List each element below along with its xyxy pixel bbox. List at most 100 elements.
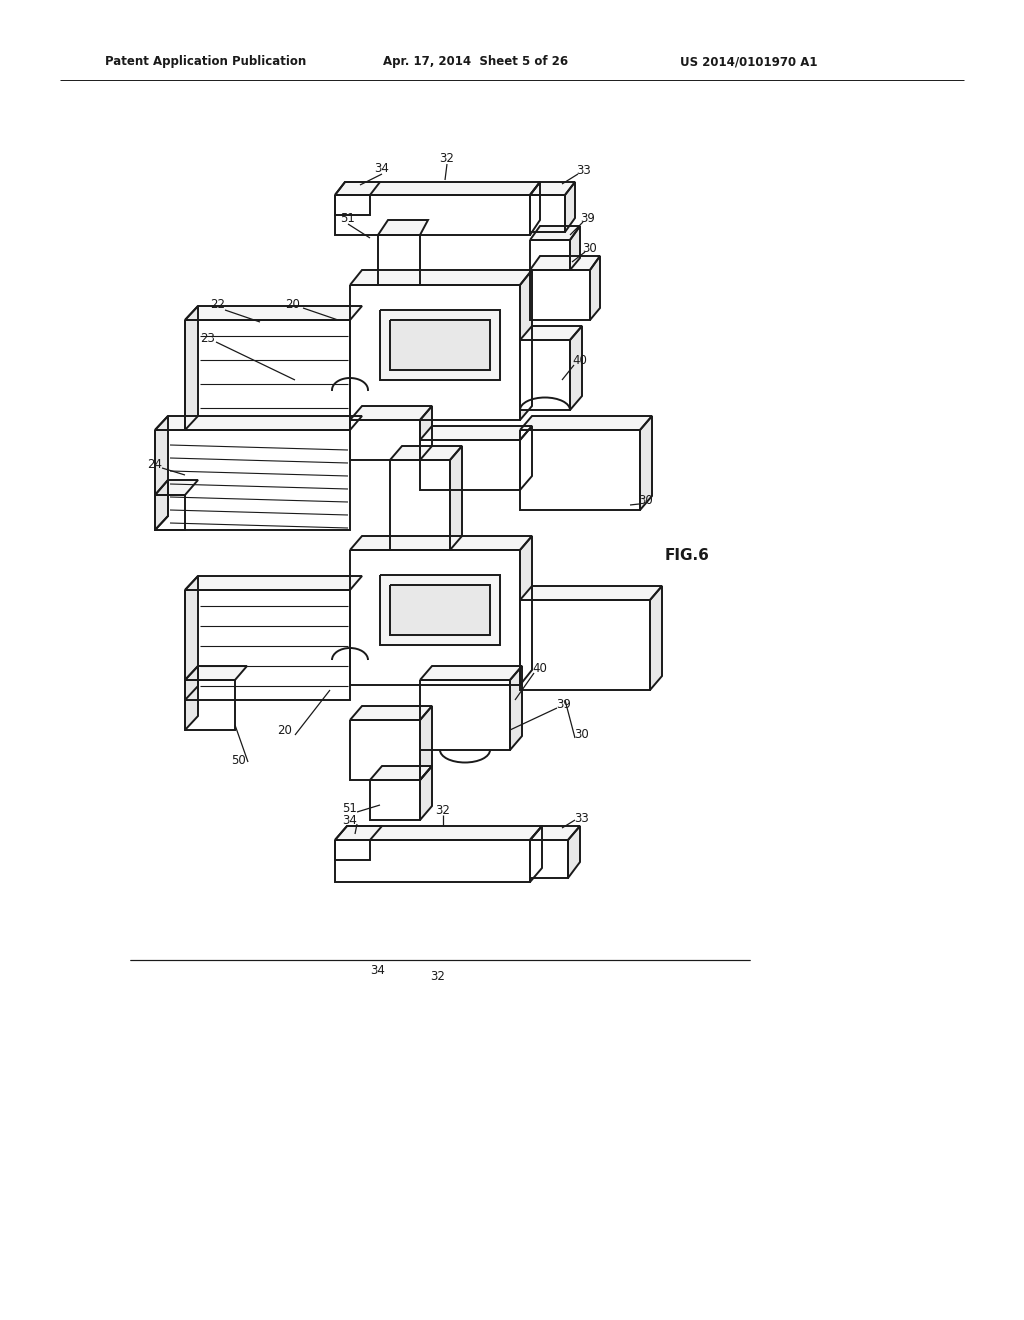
Polygon shape bbox=[520, 416, 652, 430]
Polygon shape bbox=[185, 576, 362, 590]
Polygon shape bbox=[380, 576, 500, 645]
Text: 34: 34 bbox=[375, 161, 389, 174]
Text: 30: 30 bbox=[583, 242, 597, 255]
Polygon shape bbox=[185, 319, 350, 430]
Polygon shape bbox=[530, 226, 580, 240]
Text: 39: 39 bbox=[581, 211, 595, 224]
Polygon shape bbox=[530, 240, 570, 271]
Polygon shape bbox=[420, 407, 432, 459]
Polygon shape bbox=[370, 766, 432, 780]
Text: Apr. 17, 2014  Sheet 5 of 26: Apr. 17, 2014 Sheet 5 of 26 bbox=[383, 55, 568, 69]
Polygon shape bbox=[390, 319, 490, 370]
Polygon shape bbox=[380, 310, 500, 380]
Text: 30: 30 bbox=[639, 494, 653, 507]
Text: US 2014/0101970 A1: US 2014/0101970 A1 bbox=[680, 55, 817, 69]
Polygon shape bbox=[520, 326, 582, 341]
Text: Patent Application Publication: Patent Application Publication bbox=[105, 55, 306, 69]
Polygon shape bbox=[350, 407, 432, 420]
Polygon shape bbox=[520, 426, 532, 490]
Text: 32: 32 bbox=[430, 970, 445, 983]
Polygon shape bbox=[568, 826, 580, 878]
Polygon shape bbox=[370, 780, 420, 820]
Polygon shape bbox=[390, 585, 490, 635]
Text: 40: 40 bbox=[532, 661, 548, 675]
Polygon shape bbox=[420, 667, 522, 680]
Polygon shape bbox=[185, 306, 198, 430]
Polygon shape bbox=[350, 536, 532, 550]
Polygon shape bbox=[650, 586, 662, 690]
Text: 51: 51 bbox=[343, 801, 357, 814]
Text: 22: 22 bbox=[211, 298, 225, 312]
Polygon shape bbox=[335, 195, 370, 215]
Polygon shape bbox=[390, 446, 462, 459]
Polygon shape bbox=[350, 420, 420, 459]
Polygon shape bbox=[520, 341, 570, 411]
Polygon shape bbox=[590, 256, 600, 319]
Polygon shape bbox=[565, 182, 575, 232]
Polygon shape bbox=[520, 430, 640, 510]
Polygon shape bbox=[185, 667, 198, 730]
Polygon shape bbox=[530, 271, 590, 319]
Text: 23: 23 bbox=[201, 331, 215, 345]
Polygon shape bbox=[155, 480, 198, 495]
Polygon shape bbox=[185, 680, 234, 730]
Polygon shape bbox=[530, 182, 540, 235]
Polygon shape bbox=[390, 459, 450, 550]
Polygon shape bbox=[155, 495, 185, 531]
Polygon shape bbox=[530, 840, 568, 878]
Text: 30: 30 bbox=[574, 729, 590, 742]
Text: 24: 24 bbox=[147, 458, 163, 471]
Text: 34: 34 bbox=[343, 813, 357, 826]
Polygon shape bbox=[155, 416, 168, 531]
Polygon shape bbox=[350, 719, 420, 780]
Text: 34: 34 bbox=[371, 964, 385, 977]
Polygon shape bbox=[520, 586, 662, 601]
Polygon shape bbox=[185, 306, 362, 319]
Polygon shape bbox=[155, 480, 168, 531]
Polygon shape bbox=[530, 182, 575, 195]
Polygon shape bbox=[450, 446, 462, 550]
Polygon shape bbox=[335, 840, 530, 882]
Polygon shape bbox=[420, 706, 432, 780]
Text: 32: 32 bbox=[439, 152, 455, 165]
Text: 40: 40 bbox=[572, 354, 588, 367]
Polygon shape bbox=[155, 416, 362, 430]
Polygon shape bbox=[335, 182, 380, 195]
Polygon shape bbox=[335, 182, 540, 195]
Polygon shape bbox=[185, 576, 198, 700]
Polygon shape bbox=[378, 235, 420, 285]
Polygon shape bbox=[420, 680, 510, 750]
Polygon shape bbox=[335, 195, 530, 235]
Polygon shape bbox=[185, 590, 350, 700]
Text: FIG.6: FIG.6 bbox=[665, 548, 710, 562]
Polygon shape bbox=[420, 440, 520, 490]
Text: 33: 33 bbox=[577, 164, 592, 177]
Text: 50: 50 bbox=[230, 754, 246, 767]
Polygon shape bbox=[530, 195, 565, 232]
Polygon shape bbox=[420, 766, 432, 820]
Polygon shape bbox=[420, 426, 532, 440]
Polygon shape bbox=[570, 326, 582, 411]
Polygon shape bbox=[520, 536, 532, 685]
Polygon shape bbox=[350, 271, 532, 285]
Polygon shape bbox=[350, 285, 520, 420]
Polygon shape bbox=[335, 840, 370, 861]
Text: 32: 32 bbox=[435, 804, 451, 817]
Polygon shape bbox=[335, 826, 542, 840]
Polygon shape bbox=[530, 826, 542, 882]
Text: 39: 39 bbox=[557, 698, 571, 711]
Polygon shape bbox=[530, 826, 580, 840]
Polygon shape bbox=[350, 550, 520, 685]
Text: 20: 20 bbox=[286, 298, 300, 312]
Text: 33: 33 bbox=[574, 812, 590, 825]
Text: 51: 51 bbox=[341, 211, 355, 224]
Polygon shape bbox=[335, 826, 382, 840]
Polygon shape bbox=[350, 706, 432, 719]
Polygon shape bbox=[520, 601, 650, 690]
Polygon shape bbox=[155, 430, 350, 531]
Polygon shape bbox=[570, 226, 580, 271]
Polygon shape bbox=[185, 667, 247, 680]
Polygon shape bbox=[520, 271, 532, 420]
Polygon shape bbox=[378, 220, 428, 235]
Polygon shape bbox=[530, 256, 600, 271]
